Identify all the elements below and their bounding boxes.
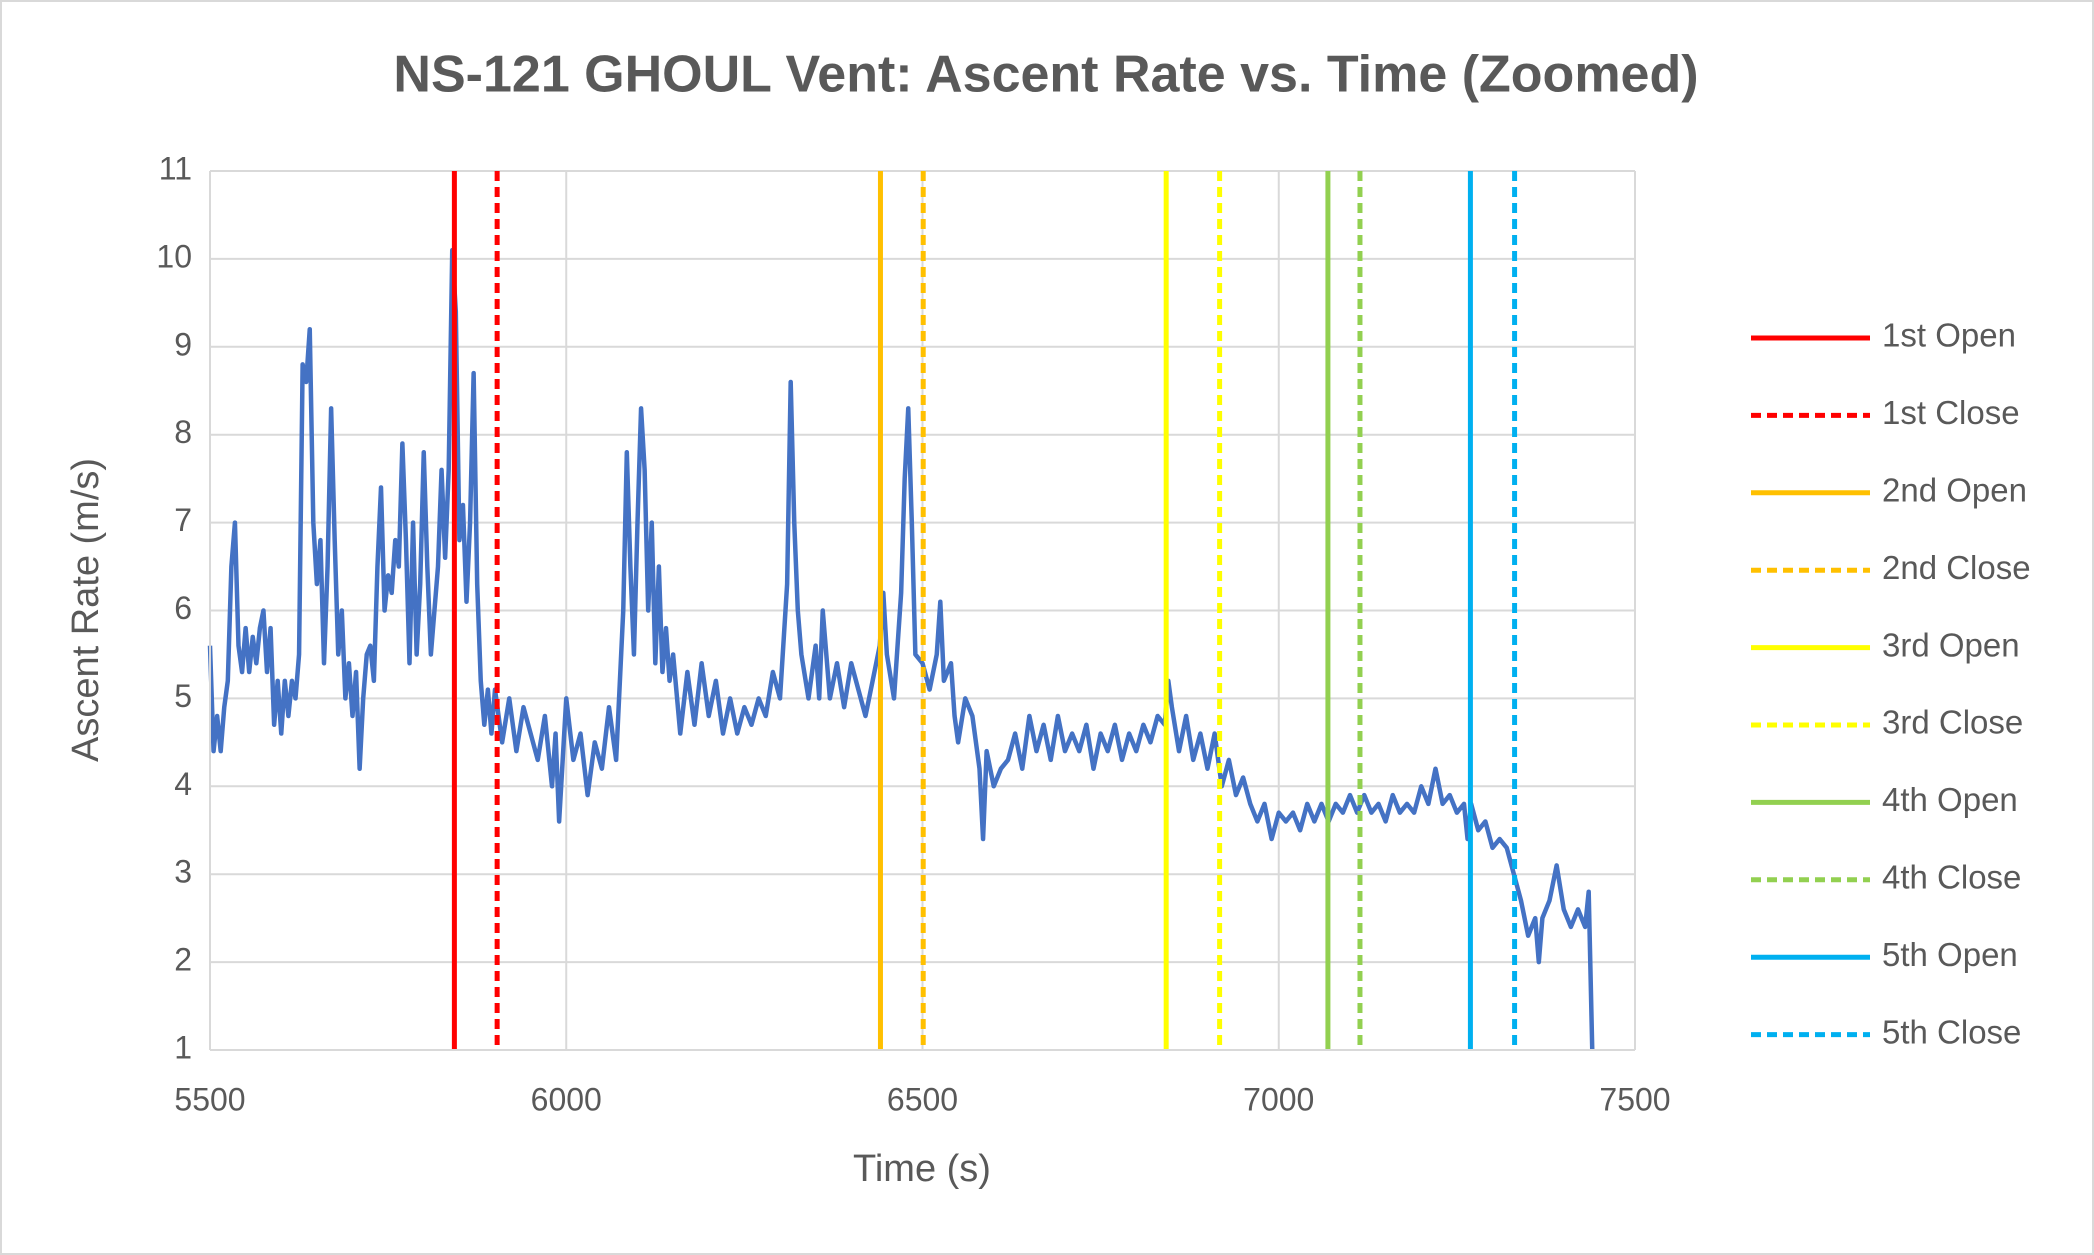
x-tick-label: 6500 [887, 1081, 958, 1117]
legend-label: 2nd Open [1882, 472, 2027, 509]
y-tick-label: 4 [174, 766, 192, 802]
y-tick-label: 11 [159, 150, 192, 186]
y-tick-label: 3 [174, 854, 192, 890]
chart-title: NS-121 GHOUL Vent: Ascent Rate vs. Time … [393, 46, 1698, 104]
x-tick-label: 6000 [531, 1081, 602, 1117]
legend-label: 1st Close [1882, 394, 2020, 431]
legend-label: 5th Open [1882, 936, 2018, 973]
y-tick-label: 8 [174, 414, 192, 450]
legend-label: 4th Close [1882, 859, 2021, 896]
x-tick-label: 7500 [1599, 1081, 1670, 1117]
y-tick-label: 1 [174, 1029, 192, 1065]
x-axis-label: Time (s) [853, 1148, 991, 1190]
x-tick-label: 5500 [174, 1081, 245, 1117]
legend-label: 2nd Close [1882, 549, 2031, 586]
y-tick-label: 7 [174, 502, 192, 538]
y-tick-label: 10 [156, 238, 192, 274]
data-line [207, 247, 1595, 1051]
legend-label: 3rd Close [1882, 704, 2023, 741]
legend-label: 5th Close [1882, 1013, 2021, 1050]
legend-label: 4th Open [1882, 781, 2018, 818]
legend-label: 1st Open [1882, 317, 2016, 354]
y-tick-label: 2 [174, 942, 192, 978]
y-axis-label: Ascent Rate (m/s) [65, 458, 107, 762]
y-tick-label: 9 [174, 326, 192, 362]
y-tick-label: 5 [174, 678, 192, 714]
y-tick-label: 6 [174, 590, 192, 626]
legend-label: 3rd Open [1882, 626, 2020, 663]
x-tick-label: 7000 [1243, 1081, 1314, 1117]
